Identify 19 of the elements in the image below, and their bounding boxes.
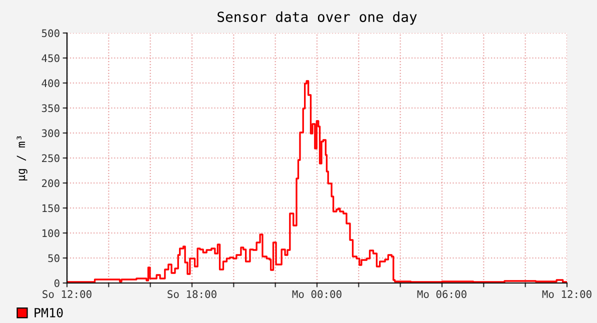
x-tick-label: Mo 12:00: [542, 290, 592, 298]
x-tick-label: So 12:00: [42, 290, 92, 298]
y-tick-label: 350: [42, 104, 60, 112]
y-tick-label: 50: [48, 254, 60, 262]
y-tick-label: 200: [42, 179, 60, 188]
y-tick-label: 150: [42, 204, 60, 212]
legend-label: PM10: [34, 308, 63, 318]
chart-title: Sensor data over one day: [218, 11, 417, 25]
y-tick-label: 500: [42, 29, 60, 38]
y-tick-label: 0: [54, 279, 60, 288]
x-tick-label: Mo 06:00: [417, 290, 466, 298]
y-tick-label: 250: [42, 154, 60, 162]
y-tick-label: 100: [42, 229, 60, 238]
y-tick-label: 450: [42, 54, 60, 62]
y-tick-label: 400: [42, 79, 60, 88]
x-tick-label: Mo 00:00: [292, 290, 342, 298]
x-tick-label: So 18:00: [168, 290, 216, 298]
y-tick-label: 300: [42, 129, 60, 138]
y-axis-title: µg / m³: [16, 136, 28, 180]
